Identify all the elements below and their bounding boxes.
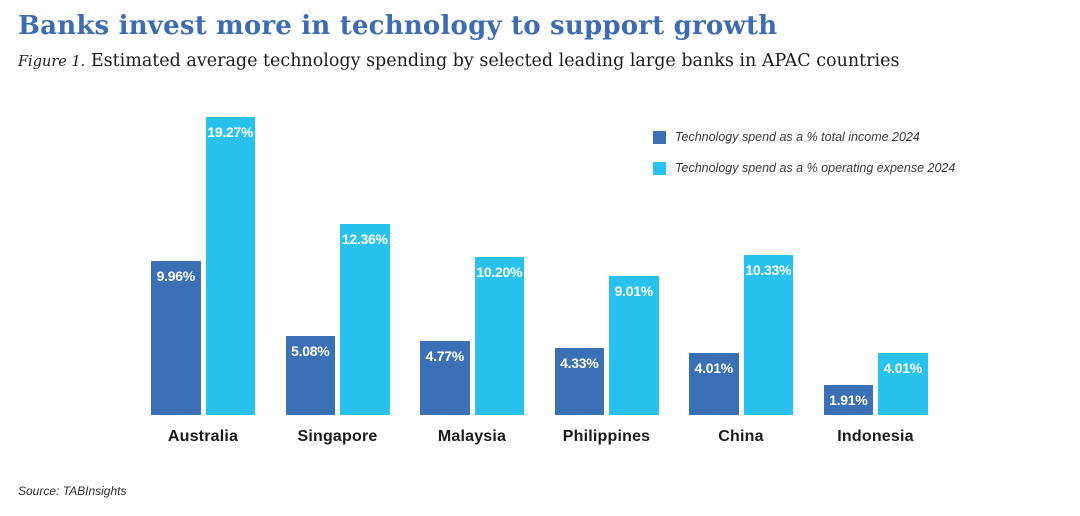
category-label: Australia (167, 428, 239, 445)
bar-pair: 1.91% 4.01% (823, 353, 928, 415)
legend-label: Technology spend as a % operating expens… (675, 161, 956, 175)
bar-series2-malaysia: 10.20% (474, 257, 524, 415)
bar-series1-singapore: 5.08% (285, 336, 335, 415)
category-label: China (718, 428, 764, 445)
bar-group-singapore: 5.08% 12.36% Singapore (285, 224, 390, 460)
bar-pair: 4.77% 10.20% (420, 257, 524, 415)
legend-item: Technology spend as a % total income 202… (653, 130, 955, 144)
bar-chart: Technology spend as a % total income 202… (0, 100, 1080, 460)
bar-pair: 4.33% 9.01% (554, 276, 659, 415)
legend-swatch-icon (653, 130, 666, 144)
legend-label: Technology spend as a % total income 202… (675, 130, 920, 144)
bar-series1-indonesia: 1.91% (823, 385, 873, 415)
source-note: Source: TABInsights (18, 484, 127, 498)
bar-series2-singapore: 12.36% (340, 224, 390, 415)
bar-series2-australia: 19.27% (205, 117, 255, 415)
bar-series1-china: 4.01% (689, 353, 739, 415)
bar-value-label: 19.27% (207, 124, 254, 140)
bar-group-indonesia: 1.91% 4.01% Indonesia (823, 353, 928, 460)
bar-value-label: 10.33% (745, 262, 792, 278)
figure-caption-text: Estimated average technology spending by… (90, 50, 900, 71)
chart-legend: Technology spend as a % total income 202… (653, 130, 955, 192)
bar-series1-australia: 9.96% (151, 261, 201, 415)
bar-series2-china: 10.33% (743, 255, 793, 415)
bar-series2-indonesia: 4.01% (878, 353, 928, 415)
bar-value-label: 9.01% (614, 283, 654, 299)
bar-value-label: 5.08% (291, 343, 330, 359)
bar-group-australia: 9.96% 19.27% Australia (151, 117, 255, 460)
bar-value-label: 4.77% (425, 348, 465, 364)
legend-swatch-icon (653, 161, 666, 175)
legend-item: Technology spend as a % operating expens… (653, 161, 955, 175)
category-label: Indonesia (837, 428, 914, 445)
bar-group-china: 4.01% 10.33% China (689, 255, 793, 460)
category-label: Philippines (562, 428, 651, 445)
page-title: Banks invest more in technology to suppo… (18, 11, 778, 41)
bar-pair: 9.96% 19.27% (151, 117, 255, 415)
bar-pair: 4.01% 10.33% (689, 255, 793, 415)
figure-header: Banks invest more in technology to suppo… (18, 11, 1058, 72)
bar-value-label: 9.96% (156, 268, 196, 284)
figure-label: Figure 1. (18, 53, 86, 70)
bar-value-label: 4.01% (883, 360, 923, 376)
figure-caption: Figure 1. Estimated average technology s… (18, 51, 1058, 72)
bar-group-malaysia: 4.77% 10.20% Malaysia (420, 257, 524, 460)
bar-value-label: 4.01% (694, 360, 734, 376)
bar-pair: 5.08% 12.36% (285, 224, 390, 415)
category-label: Malaysia (437, 428, 507, 445)
bar-value-label: 4.33% (560, 355, 599, 371)
bar-value-label: 12.36% (341, 231, 388, 247)
bar-group-philippines: 4.33% 9.01% Philippines (554, 276, 659, 460)
category-label: Singapore (297, 428, 378, 445)
bar-series2-philippines: 9.01% (609, 276, 659, 415)
bar-value-label: 1.91% (829, 392, 868, 408)
bar-value-label: 10.20% (476, 264, 523, 280)
bar-series1-malaysia: 4.77% (420, 341, 470, 415)
bar-series1-philippines: 4.33% (554, 348, 604, 415)
